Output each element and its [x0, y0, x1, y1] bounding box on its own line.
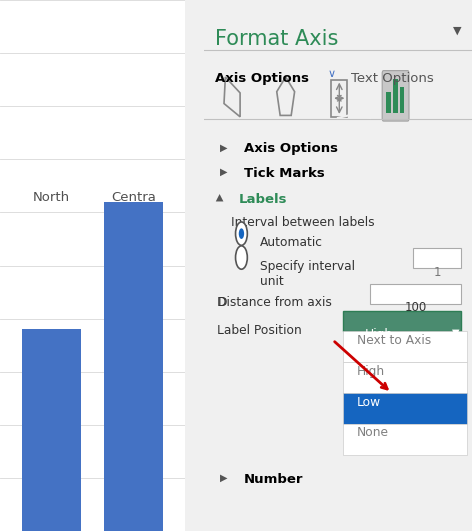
Text: Label Position: Label Position [217, 324, 302, 337]
Text: ▼: ▼ [452, 328, 460, 338]
Bar [22, 329, 81, 531]
Circle shape [236, 246, 247, 269]
Text: Next to Axis: Next to Axis [357, 334, 431, 347]
Text: ▶: ▶ [220, 167, 228, 177]
Bar [386, 92, 391, 113]
Text: None: None [357, 426, 389, 440]
Text: Axis Options: Axis Options [244, 142, 338, 155]
Text: North: North [33, 192, 70, 204]
FancyBboxPatch shape [382, 71, 409, 121]
Text: unit: unit [260, 275, 284, 288]
Text: ▶: ▶ [220, 142, 228, 152]
Text: 1: 1 [433, 266, 441, 278]
Text: Text Options: Text Options [351, 72, 434, 84]
Text: Axis Options: Axis Options [215, 72, 309, 84]
Text: Interval between labels: Interval between labels [231, 216, 374, 229]
FancyBboxPatch shape [370, 284, 461, 304]
Bar [104, 202, 163, 531]
Bar [400, 87, 405, 113]
FancyBboxPatch shape [343, 311, 461, 331]
Text: Specify interval: Specify interval [260, 260, 355, 273]
Text: High: High [357, 365, 385, 378]
Bar [331, 80, 347, 117]
Text: ▶: ▶ [220, 473, 228, 483]
Text: Automatic: Automatic [260, 236, 323, 249]
Text: Low: Low [357, 396, 381, 409]
FancyBboxPatch shape [343, 331, 467, 362]
Text: ◀: ◀ [215, 193, 225, 200]
FancyBboxPatch shape [343, 393, 467, 424]
Text: ∨: ∨ [327, 69, 335, 79]
FancyBboxPatch shape [413, 248, 461, 268]
FancyBboxPatch shape [343, 362, 467, 393]
Circle shape [236, 222, 247, 245]
FancyBboxPatch shape [343, 424, 467, 455]
Text: High: High [365, 328, 393, 341]
Text: Format Axis: Format Axis [215, 29, 338, 49]
Text: D: D [217, 296, 227, 309]
Text: 100: 100 [405, 301, 427, 313]
Text: Labels: Labels [239, 193, 287, 205]
Text: ▼: ▼ [453, 25, 461, 36]
Circle shape [239, 228, 244, 239]
Text: Distance from axis: Distance from axis [217, 296, 332, 309]
Text: Tick Marks: Tick Marks [244, 167, 325, 180]
Text: Number: Number [244, 473, 303, 485]
Bar [393, 79, 398, 113]
Text: Centra: Centra [111, 192, 156, 204]
